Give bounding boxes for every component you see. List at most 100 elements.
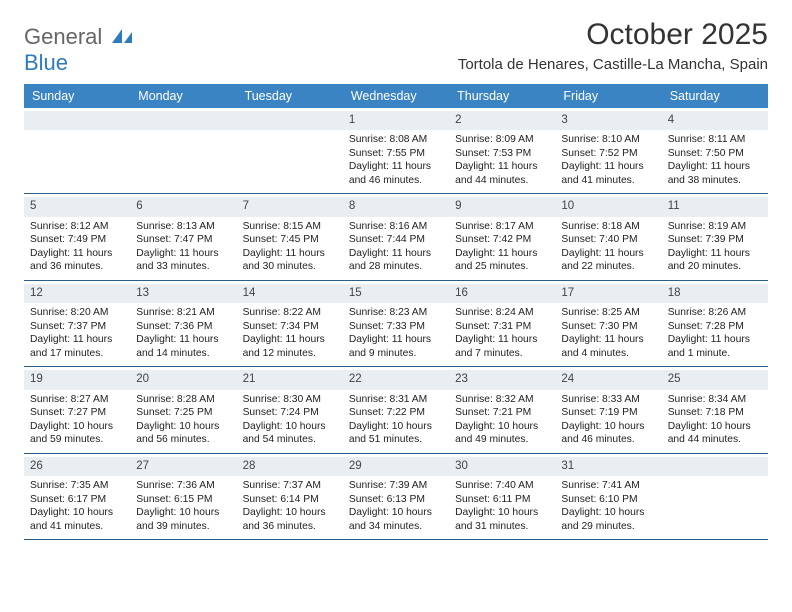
- day-details: Sunrise: 8:20 AMSunset: 7:37 PMDaylight:…: [30, 306, 124, 360]
- day-number: 23: [449, 370, 555, 389]
- day-details: Sunrise: 8:19 AMSunset: 7:39 PMDaylight:…: [668, 220, 762, 274]
- sunrise-text: Sunrise: 8:24 AM: [455, 306, 549, 320]
- calendar-day-cell: 29Sunrise: 7:39 AMSunset: 6:13 PMDayligh…: [343, 453, 449, 539]
- calendar-day-cell: 31Sunrise: 7:41 AMSunset: 6:10 PMDayligh…: [555, 453, 661, 539]
- calendar-day-cell: 11 Sunrise: 8:19 AMSunset: 7:39 PMDayligh…: [662, 194, 768, 280]
- day-details: Sunrise: 8:17 AMSunset: 7:42 PMDaylight:…: [455, 220, 549, 274]
- calendar-day-cell: [662, 453, 768, 539]
- day-details: Sunrise: 8:31 AMSunset: 7:22 PMDaylight:…: [349, 393, 443, 447]
- calendar-day-cell: 28Sunrise: 7:37 AMSunset: 6:14 PMDayligh…: [237, 453, 343, 539]
- day-details: Sunrise: 8:23 AMSunset: 7:33 PMDaylight:…: [349, 306, 443, 360]
- calendar-day-cell: 26Sunrise: 7:35 AMSunset: 6:17 PMDayligh…: [24, 453, 130, 539]
- calendar-day-cell: 22Sunrise: 8:31 AMSunset: 7:22 PMDayligh…: [343, 367, 449, 453]
- sunset-text: Sunset: 7:28 PM: [668, 320, 762, 334]
- weekday-col: Wednesday: [343, 84, 449, 108]
- day-details: Sunrise: 8:33 AMSunset: 7:19 PMDaylight:…: [561, 393, 655, 447]
- daylight-text: Daylight: 11 hours and 44 minutes.: [455, 160, 549, 187]
- calendar-day-cell: 18Sunrise: 8:26 AMSunset: 7:28 PMDayligh…: [662, 280, 768, 366]
- daylight-text: Daylight: 11 hours and 12 minutes.: [243, 333, 337, 360]
- day-number: 19: [24, 370, 130, 389]
- day-number: [237, 111, 343, 130]
- title-block: October 2025 Tortola de Henares, Castill…: [458, 18, 768, 73]
- sunset-text: Sunset: 6:13 PM: [349, 493, 443, 507]
- sunrise-text: Sunrise: 8:15 AM: [243, 220, 337, 234]
- calendar-day-cell: 3Sunrise: 8:10 AMSunset: 7:52 PMDaylight…: [555, 108, 661, 194]
- day-number: 10: [555, 197, 661, 216]
- sunset-text: Sunset: 7:34 PM: [243, 320, 337, 334]
- sunrise-text: Sunrise: 8:19 AM: [668, 220, 762, 234]
- daylight-text: Daylight: 11 hours and 7 minutes.: [455, 333, 549, 360]
- weekday-col: Monday: [130, 84, 236, 108]
- calendar-day-cell: 13Sunrise: 8:21 AMSunset: 7:36 PMDayligh…: [130, 280, 236, 366]
- sunrise-text: Sunrise: 8:28 AM: [136, 393, 230, 407]
- day-details: Sunrise: 8:09 AMSunset: 7:53 PMDaylight:…: [455, 133, 549, 187]
- sunrise-text: Sunrise: 8:11 AM: [668, 133, 762, 147]
- calendar-day-cell: 16Sunrise: 8:24 AMSunset: 7:31 PMDayligh…: [449, 280, 555, 366]
- location: Tortola de Henares, Castille-La Mancha, …: [458, 56, 768, 73]
- month-title: October 2025: [458, 18, 768, 52]
- sunrise-text: Sunrise: 8:09 AM: [455, 133, 549, 147]
- weekday-col: Tuesday: [237, 84, 343, 108]
- sunset-text: Sunset: 6:14 PM: [243, 493, 337, 507]
- logo-word2: Blue: [24, 50, 68, 75]
- day-number: 20: [130, 370, 236, 389]
- sunrise-text: Sunrise: 7:36 AM: [136, 479, 230, 493]
- day-details: Sunrise: 8:13 AMSunset: 7:47 PMDaylight:…: [136, 220, 230, 274]
- day-number: 1: [343, 111, 449, 130]
- sunset-text: Sunset: 6:10 PM: [561, 493, 655, 507]
- daylight-text: Daylight: 11 hours and 22 minutes.: [561, 247, 655, 274]
- daylight-text: Daylight: 11 hours and 46 minutes.: [349, 160, 443, 187]
- daylight-text: Daylight: 11 hours and 4 minutes.: [561, 333, 655, 360]
- sunset-text: Sunset: 7:31 PM: [455, 320, 549, 334]
- day-details: Sunrise: 8:22 AMSunset: 7:34 PMDaylight:…: [243, 306, 337, 360]
- calendar-week-row: 19 Sunrise: 8:27 AMSunset: 7:27 PMDayligh…: [24, 367, 768, 453]
- day-number: 6: [130, 197, 236, 216]
- day-details: Sunrise: 7:36 AMSunset: 6:15 PMDaylight:…: [136, 479, 230, 533]
- calendar-day-cell: 8Sunrise: 8:16 AMSunset: 7:44 PMDaylight…: [343, 194, 449, 280]
- day-details: Sunrise: 8:34 AMSunset: 7:18 PMDaylight:…: [668, 393, 762, 447]
- day-details: Sunrise: 8:15 AMSunset: 7:45 PMDaylight:…: [243, 220, 337, 274]
- calendar-day-cell: [237, 108, 343, 194]
- sunrise-text: Sunrise: 8:10 AM: [561, 133, 655, 147]
- sunset-text: Sunset: 7:49 PM: [30, 233, 124, 247]
- day-details: Sunrise: 7:39 AMSunset: 6:13 PMDaylight:…: [349, 479, 443, 533]
- day-details: Sunrise: 8:27 AMSunset: 7:27 PMDaylight:…: [30, 393, 124, 447]
- day-number: 15: [343, 284, 449, 303]
- day-number: 31: [555, 457, 661, 476]
- sunrise-text: Sunrise: 8:22 AM: [243, 306, 337, 320]
- sunrise-text: Sunrise: 7:39 AM: [349, 479, 443, 493]
- sunset-text: Sunset: 6:15 PM: [136, 493, 230, 507]
- daylight-text: Daylight: 11 hours and 41 minutes.: [561, 160, 655, 187]
- daylight-text: Daylight: 10 hours and 56 minutes.: [136, 420, 230, 447]
- daylight-text: Daylight: 11 hours and 38 minutes.: [668, 160, 762, 187]
- daylight-text: Daylight: 10 hours and 54 minutes.: [243, 420, 337, 447]
- calendar-day-cell: 2Sunrise: 8:09 AMSunset: 7:53 PMDaylight…: [449, 108, 555, 194]
- calendar-day-cell: 24 Sunrise: 8:33 AMSunset: 7:19 PMDayligh…: [555, 367, 661, 453]
- weekday-header: SundayMondayTuesdayWednesdayThursdayFrid…: [24, 84, 768, 108]
- daylight-text: Daylight: 11 hours and 33 minutes.: [136, 247, 230, 274]
- calendar-day-cell: 23Sunrise: 8:32 AMSunset: 7:21 PMDayligh…: [449, 367, 555, 453]
- calendar-week-row: 12 Sunrise: 8:20 AMSunset: 7:37 PMDayligh…: [24, 280, 768, 366]
- sunset-text: Sunset: 7:55 PM: [349, 147, 443, 161]
- sunset-text: Sunset: 6:17 PM: [30, 493, 124, 507]
- logo-text: General Blue: [24, 24, 133, 76]
- day-number: 12: [24, 284, 130, 303]
- sunset-text: Sunset: 7:40 PM: [561, 233, 655, 247]
- daylight-text: Daylight: 10 hours and 51 minutes.: [349, 420, 443, 447]
- calendar-day-cell: 17Sunrise: 8:25 AMSunset: 7:30 PMDayligh…: [555, 280, 661, 366]
- sunset-text: Sunset: 7:22 PM: [349, 406, 443, 420]
- calendar-week-row: 5Sunrise: 8:12 AMSunset: 7:49 PMDaylight…: [24, 194, 768, 280]
- day-number: 24: [555, 370, 661, 389]
- day-number: 4: [662, 111, 768, 130]
- sail-icon: [111, 28, 133, 44]
- header: General Blue October 2025 Tortola de Hen…: [24, 18, 768, 76]
- day-details: Sunrise: 8:18 AMSunset: 7:40 PMDaylight:…: [561, 220, 655, 274]
- calendar-day-cell: 5Sunrise: 8:12 AMSunset: 7:49 PMDaylight…: [24, 194, 130, 280]
- sunrise-text: Sunrise: 8:20 AM: [30, 306, 124, 320]
- day-number: 11: [662, 197, 768, 216]
- weekday-col: Thursday: [449, 84, 555, 108]
- daylight-text: Daylight: 11 hours and 20 minutes.: [668, 247, 762, 274]
- sunrise-text: Sunrise: 8:34 AM: [668, 393, 762, 407]
- calendar-week-row: 26Sunrise: 7:35 AMSunset: 6:17 PMDayligh…: [24, 453, 768, 539]
- sunrise-text: Sunrise: 7:40 AM: [455, 479, 549, 493]
